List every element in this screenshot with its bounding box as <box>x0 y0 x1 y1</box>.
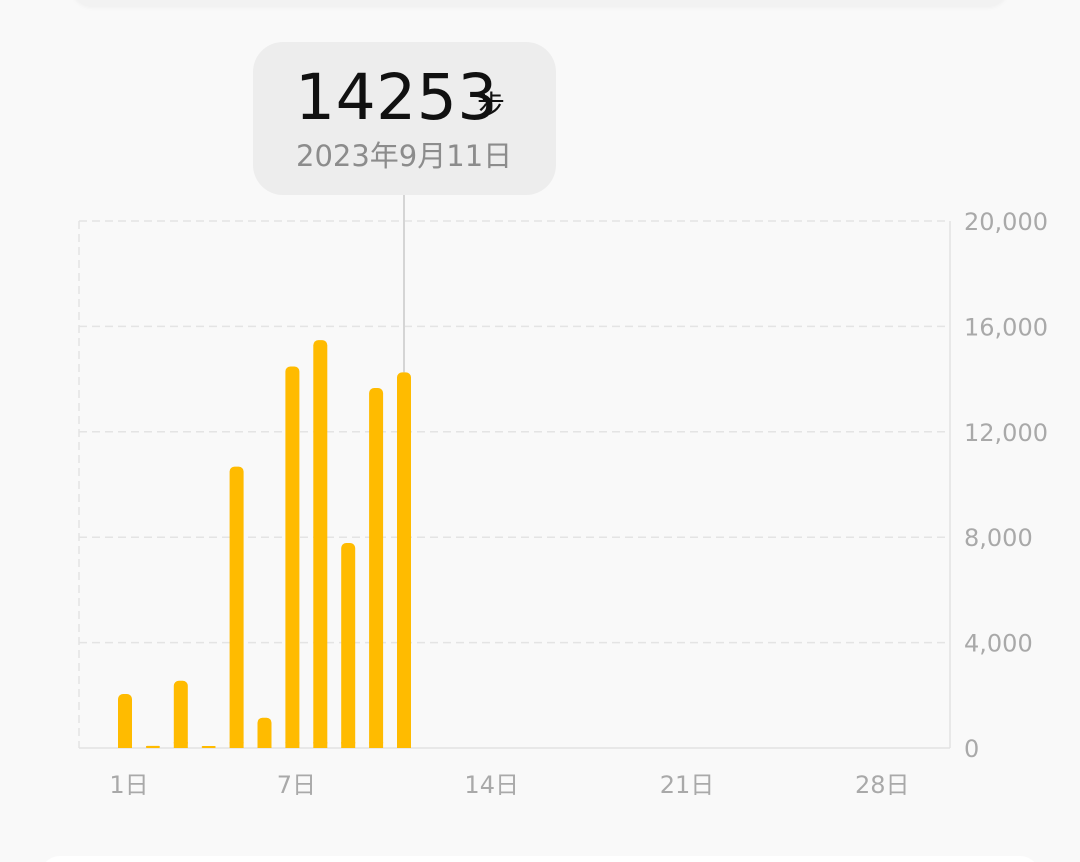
x-tick-label: 1日 <box>109 771 148 799</box>
bar-day-5 <box>229 466 244 748</box>
tooltip-step-count: 14253 <box>295 61 498 134</box>
y-tick-label: 16,000 <box>964 313 1048 341</box>
bar-base-day-11 <box>397 742 411 748</box>
bar-base-day-8 <box>313 742 328 748</box>
bar-day-6 <box>257 717 272 748</box>
x-tick-label: 14日 <box>464 771 519 799</box>
bar-day-2 <box>145 745 160 748</box>
bar-day-4 <box>201 746 216 748</box>
bottom-card <box>40 856 1040 862</box>
selected-day-tooltip: 14253 步 2023年9月11日 <box>253 42 556 195</box>
bar-base-day-5 <box>229 742 244 748</box>
y-tick-label: 12,000 <box>964 419 1048 447</box>
bar-base-day-9 <box>341 742 356 748</box>
x-tick-label: 28日 <box>855 771 910 799</box>
bar-base-day-7 <box>285 742 300 748</box>
top-card <box>70 0 1010 6</box>
bar-day-9 <box>341 542 356 748</box>
bar-day-8 <box>313 340 328 748</box>
x-tick-label: 7日 <box>277 771 316 799</box>
bar-day-7 <box>285 366 300 748</box>
x-tick-label: 21日 <box>660 771 715 799</box>
y-tick-label: 4,000 <box>964 630 1033 658</box>
bar-base-day-1 <box>118 742 132 748</box>
bar-base-day-3 <box>173 742 188 748</box>
bar-base-day-6 <box>257 742 272 748</box>
tooltip-date: 2023年9月11日 <box>296 139 513 173</box>
bar-day-10 <box>369 388 384 748</box>
bar-base-day-10 <box>369 742 384 748</box>
y-tick-label: 20,000 <box>964 208 1048 236</box>
tooltip-step-unit: 步 <box>477 89 506 122</box>
bar-day-3 <box>173 680 188 748</box>
y-tick-label: 8,000 <box>964 524 1033 552</box>
bar-day-11 <box>397 372 411 748</box>
bar-day-1 <box>118 693 132 748</box>
y-tick-label: 0 <box>964 735 979 763</box>
